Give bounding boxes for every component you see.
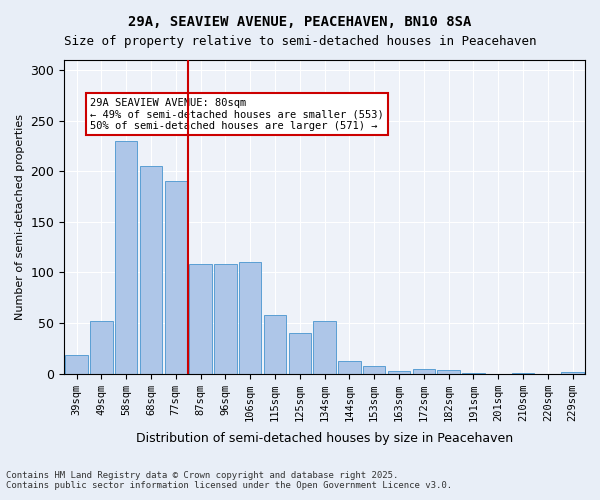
Bar	[512, 372, 534, 374]
Text: 29A SEAVIEW AVENUE: 80sqm
← 49% of semi-detached houses are smaller (553)
50% of: 29A SEAVIEW AVENUE: 80sqm ← 49% of semi-…	[90, 98, 384, 131]
Bar	[363, 366, 385, 374]
Bar	[115, 141, 137, 374]
Bar	[140, 166, 162, 374]
Y-axis label: Number of semi-detached properties: Number of semi-detached properties	[15, 114, 25, 320]
Bar	[437, 370, 460, 374]
Bar	[413, 368, 435, 374]
X-axis label: Distribution of semi-detached houses by size in Peacehaven: Distribution of semi-detached houses by …	[136, 432, 513, 445]
Bar	[562, 372, 584, 374]
Text: 29A, SEAVIEW AVENUE, PEACEHAVEN, BN10 8SA: 29A, SEAVIEW AVENUE, PEACEHAVEN, BN10 8S…	[128, 15, 472, 29]
Text: Contains HM Land Registry data © Crown copyright and database right 2025.
Contai: Contains HM Land Registry data © Crown c…	[6, 470, 452, 490]
Bar	[214, 264, 236, 374]
Bar	[190, 264, 212, 374]
Bar	[388, 370, 410, 374]
Bar	[462, 372, 485, 374]
Bar	[164, 182, 187, 374]
Bar	[90, 321, 113, 374]
Text: Size of property relative to semi-detached houses in Peacehaven: Size of property relative to semi-detach…	[64, 35, 536, 48]
Bar	[289, 333, 311, 374]
Bar	[264, 315, 286, 374]
Bar	[313, 321, 336, 374]
Bar	[65, 356, 88, 374]
Bar	[338, 360, 361, 374]
Bar	[239, 262, 262, 374]
